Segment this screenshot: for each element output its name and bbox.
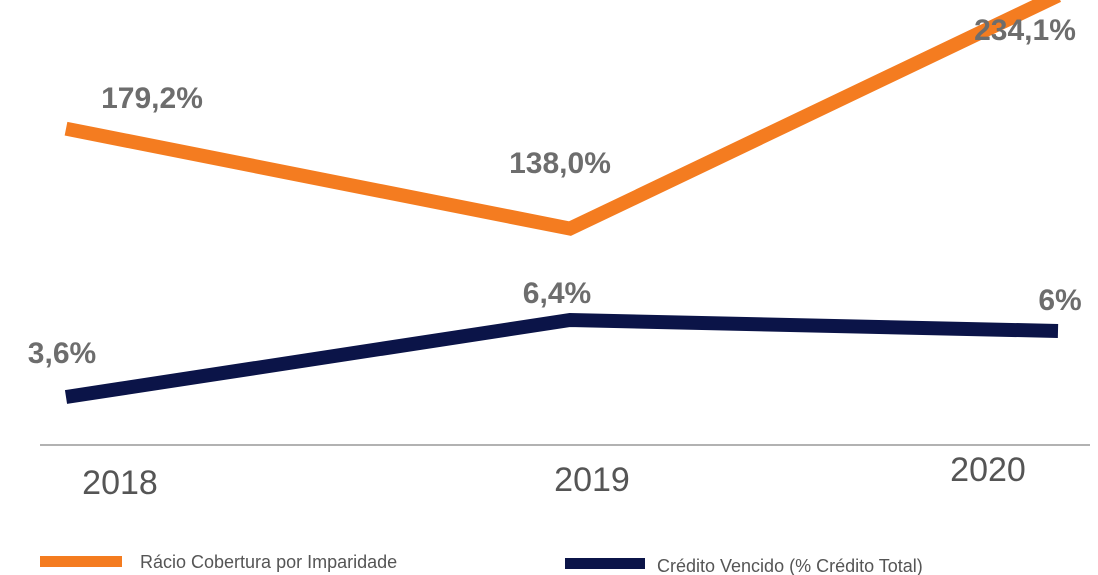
series-line xyxy=(64,0,1062,236)
legend-swatch xyxy=(565,558,645,569)
data-label: 6,4% xyxy=(523,277,591,310)
data-label: 234,1% xyxy=(974,14,1076,47)
series-line xyxy=(64,312,1059,404)
data-label: 179,2% xyxy=(101,82,203,115)
legend-swatch xyxy=(40,556,122,567)
x-tick-label: 2019 xyxy=(554,461,630,499)
data-label: 3,6% xyxy=(28,337,96,370)
x-tick-label: 2020 xyxy=(950,451,1026,489)
data-label: 138,0% xyxy=(509,147,611,180)
legend-label: Rácio Cobertura por Imparidade xyxy=(140,552,397,572)
legend-label: Crédito Vencido (% Crédito Total) xyxy=(657,556,923,575)
x-tick-label: 2018 xyxy=(82,464,158,502)
data-label: 6% xyxy=(1038,284,1081,317)
